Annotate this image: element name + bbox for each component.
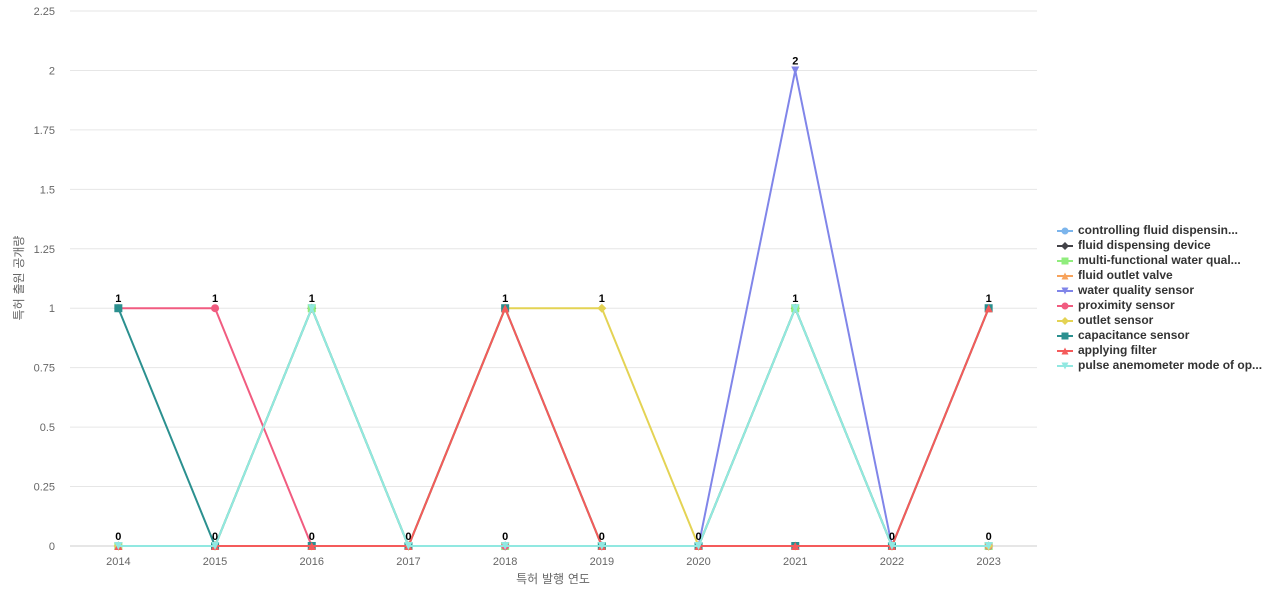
data-point[interactable] [791,304,800,313]
legend-symbol [1057,332,1073,340]
data-label: 0 [212,531,218,543]
legend-label: fluid dispensing device [1078,238,1211,252]
x-tick-label: 2021 [783,556,807,568]
legend-label: proximity sensor [1078,298,1175,312]
legend-label: fluid outlet valve [1078,268,1173,282]
x-axis-title: 특허 발행 연도 [516,571,590,586]
y-axis-title: 특허 출원 공개량 [12,236,26,321]
data-point[interactable] [694,542,703,550]
legend-item-4[interactable]: fluid outlet valve [1056,268,1278,283]
legend-item-8[interactable]: capacitance sensor [1056,328,1278,343]
series-10[interactable] [114,304,993,550]
data-label: 0 [115,531,121,543]
data-label: 0 [502,531,508,543]
legend-item-9[interactable]: applying filter [1056,343,1278,358]
y-tick-label: 2 [49,65,55,77]
data-label: 1 [309,293,315,305]
data-point[interactable] [114,542,123,550]
legend-label: pulse anemometer mode of op... [1078,358,1263,372]
x-tick-label: 2014 [106,556,130,568]
legend-item-1[interactable]: controlling fluid dispensin... [1056,223,1278,238]
data-point[interactable] [791,542,800,550]
y-axis-ticks: 0 0.25 0.5 0.75 1 1.25 1.5 1.75 2 2.25 [34,6,55,553]
data-label: 0 [695,531,701,543]
x-tick-label: 2018 [493,556,517,568]
legend: controlling fluid dispensin... fluid disp… [1056,223,1278,373]
data-point[interactable] [984,304,993,313]
series-line[interactable] [118,307,989,547]
x-axis-ticks: 2014 2015 2016 2017 2018 2019 2020 2021 2022 2023 [106,556,1001,568]
legend-item-6[interactable]: proximity sensor [1056,298,1278,313]
legend-symbol [1057,242,1073,250]
x-tick-label: 2022 [880,556,904,568]
data-label: 1 [792,293,798,305]
data-label: 0 [309,531,315,543]
legend-symbol [1057,272,1073,280]
legend-label: applying filter [1078,343,1157,357]
legend-symbol [1057,302,1073,310]
y-tick-label: 0 [49,541,55,553]
legend-item-10[interactable]: pulse anemometer mode of op... [1056,358,1278,373]
y-tick-label: 1.5 [40,184,55,196]
data-label: 1 [115,293,121,305]
legend-item-2[interactable]: fluid dispensing device [1056,238,1278,253]
x-tick-label: 2023 [976,556,1000,568]
legend-symbol [1057,257,1073,265]
y-tick-label: 0.75 [34,363,55,375]
x-tick-label: 2017 [396,556,420,568]
y-tick-label: 2.25 [34,6,55,18]
legend-label: multi-functional water qual... [1078,253,1241,267]
legend-label: outlet sensor [1078,313,1154,327]
data-label: 2 [792,55,798,67]
data-point[interactable] [984,542,993,550]
y-tick-label: 0.5 [40,422,55,434]
data-label: 1 [502,293,508,305]
x-tick-label: 2020 [686,556,710,568]
data-point[interactable] [114,304,123,313]
legend-symbol [1057,362,1073,370]
data-point[interactable] [307,542,316,550]
data-point[interactable] [501,304,510,313]
legend-symbol [1057,317,1073,325]
data-label: 0 [405,531,411,543]
data-point[interactable] [597,303,607,313]
data-point[interactable] [211,542,220,550]
x-tick-label: 2019 [590,556,614,568]
y-tick-label: 0.25 [34,482,55,494]
legend-symbol [1057,347,1073,355]
x-tick-label: 2016 [300,556,324,568]
legend-label: capacitance sensor [1078,328,1190,342]
legend-symbol [1057,227,1073,235]
data-point[interactable] [597,542,606,550]
y-tick-label: 1.25 [34,244,55,256]
data-point[interactable] [791,66,800,75]
data-point[interactable] [307,304,316,313]
legend-item-7[interactable]: outlet sensor [1056,313,1278,328]
data-labels: 1 0 1 0 1 0 0 1 0 1 0 0 2 1 0 1 0 [115,55,991,543]
y-tick-label: 1.75 [34,125,55,137]
legend-item-5[interactable]: water quality sensor [1056,283,1278,298]
series-group [113,66,994,551]
y-tick-label: 1 [49,303,55,315]
legend-item-3[interactable]: multi-functional water qual... [1056,253,1278,268]
data-point[interactable] [404,542,413,550]
data-point[interactable] [501,542,510,550]
legend-label: controlling fluid dispensin... [1078,223,1238,237]
data-label: 1 [599,293,605,305]
gridlines [70,10,1037,547]
data-point[interactable] [211,304,220,313]
data-label: 0 [986,531,992,543]
data-label: 1 [986,293,992,305]
legend-label: water quality sensor [1078,283,1195,297]
legend-symbol [1057,287,1073,295]
data-label: 1 [212,293,218,305]
x-tick-label: 2015 [203,556,227,568]
data-label: 0 [889,531,895,543]
series-line[interactable] [118,307,990,547]
data-label: 0 [599,531,605,543]
data-point[interactable] [887,542,896,550]
